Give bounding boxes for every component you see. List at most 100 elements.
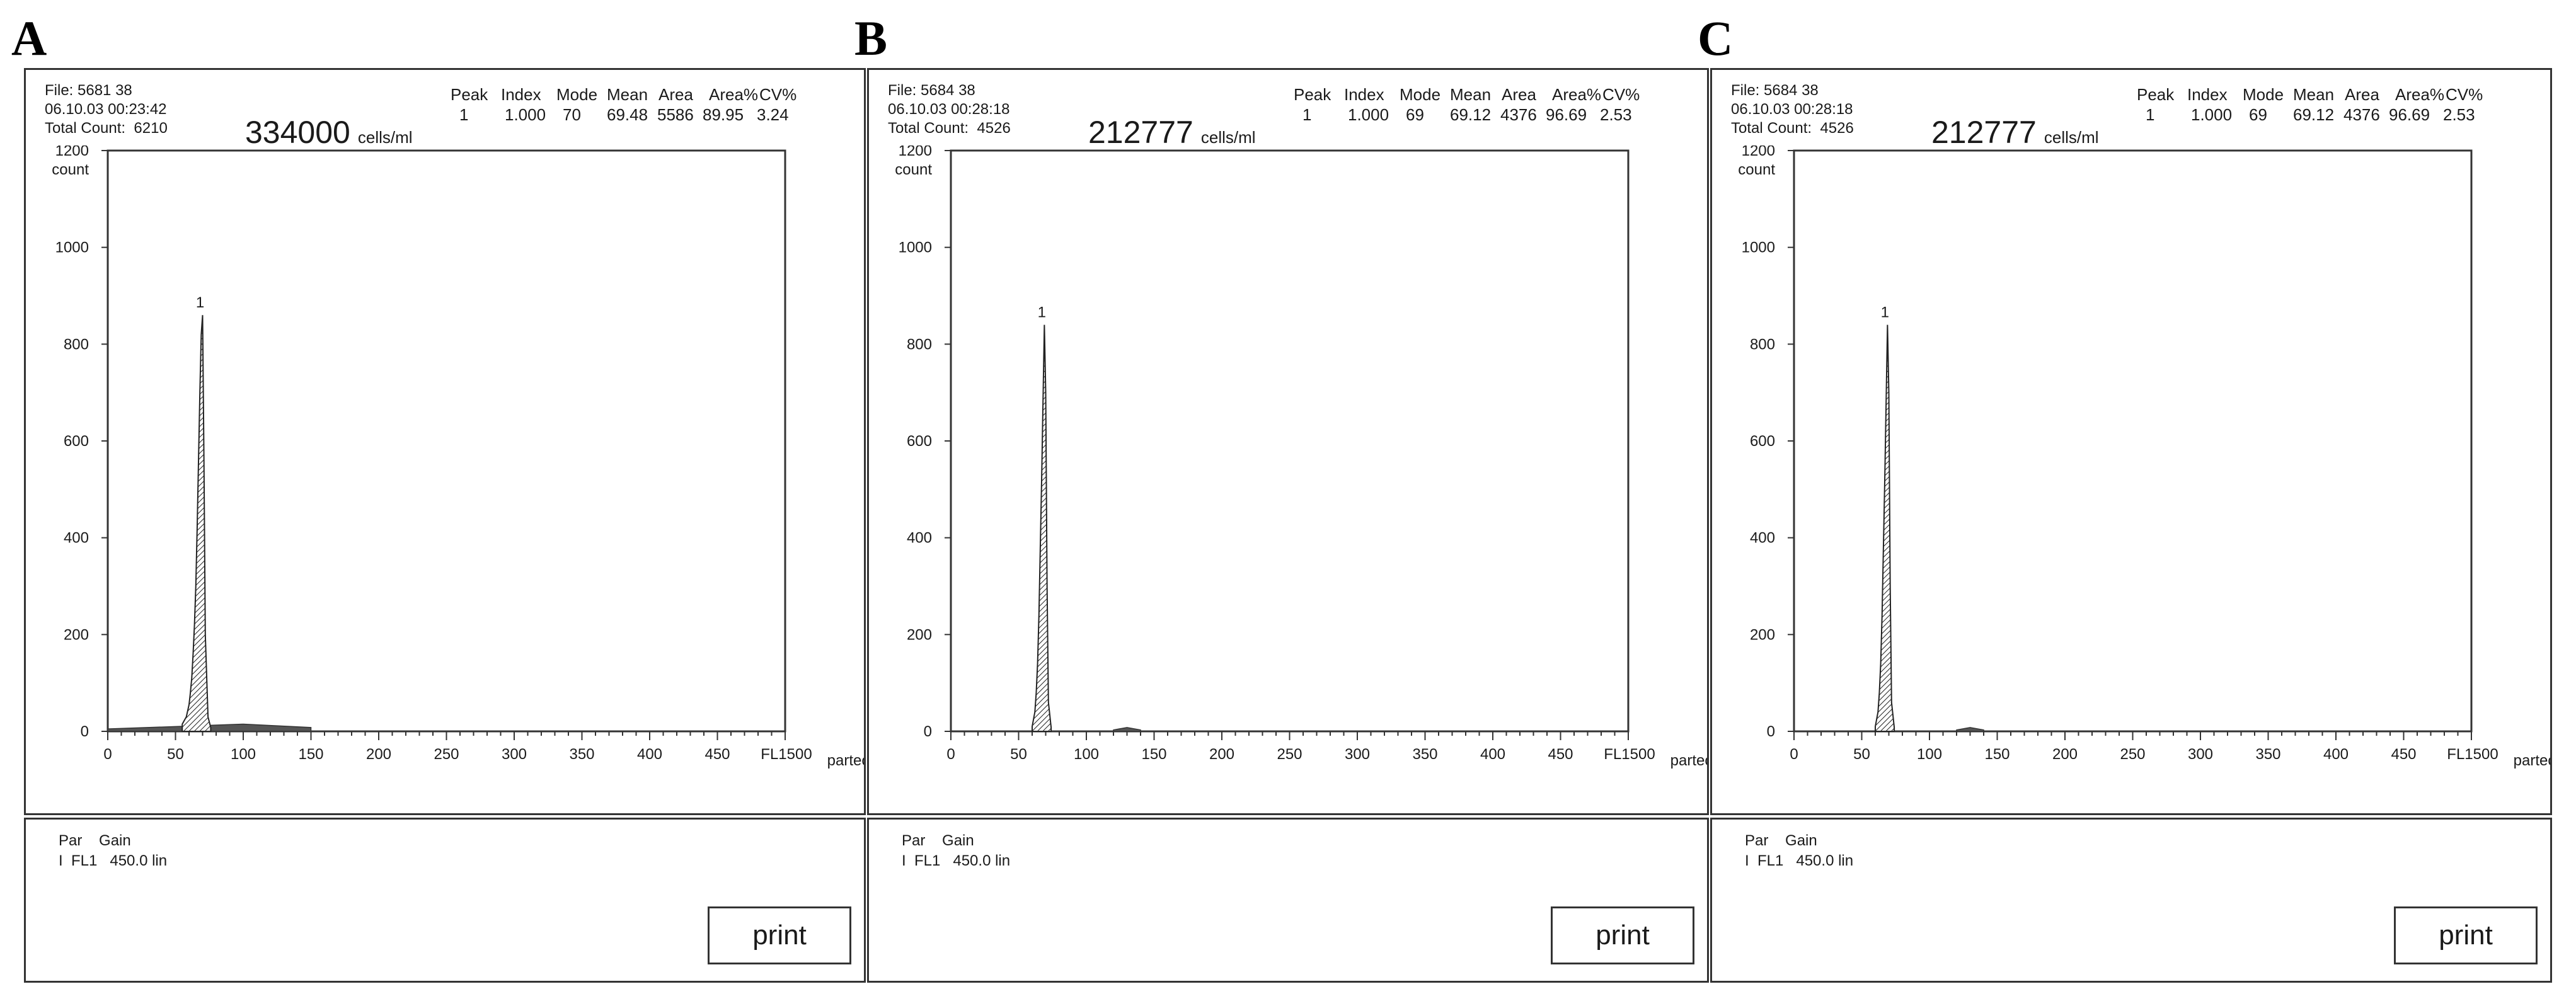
stats-header: Area bbox=[658, 85, 693, 104]
x-tick-label: 450 bbox=[704, 746, 730, 763]
stats-header: Mode bbox=[2243, 85, 2284, 104]
stats-header: Area% bbox=[709, 85, 759, 104]
panel-letter-a: A bbox=[11, 11, 47, 66]
file-name: File: 5684 38 bbox=[1731, 82, 1819, 99]
y-tick-label: 200 bbox=[1750, 626, 1775, 643]
peak-label: 1 bbox=[196, 294, 204, 311]
partec-brand-label: partec bbox=[2514, 752, 2550, 769]
total-count-row: Total Count: 4526 bbox=[888, 120, 1011, 137]
y-tick-label: 600 bbox=[64, 433, 89, 450]
y-tick-label: 800 bbox=[907, 336, 932, 353]
acquisition-datetime: 06.10.03 00:28:18 bbox=[888, 101, 1010, 118]
concentration-value: 212777 bbox=[1088, 115, 1193, 150]
y-tick-label: 0 bbox=[1767, 723, 1775, 740]
x-tick-label: 350 bbox=[2255, 746, 2280, 763]
stats-header: CV% bbox=[2446, 85, 2483, 104]
acquisition-datetime: 06.10.03 00:23:42 bbox=[45, 101, 167, 118]
x-tick-label: 300 bbox=[2188, 746, 2213, 763]
concentration-unit: cells/ml bbox=[2044, 128, 2099, 147]
x-tick-label: 250 bbox=[2120, 746, 2145, 763]
x-axis-end-label: FL1500 bbox=[2447, 746, 2498, 763]
stats-header: Area% bbox=[2395, 85, 2445, 104]
stats-value-row: 1 1.000 69 69.12 4376 96.69 2.53 bbox=[1294, 105, 1684, 124]
y-tick-label: 600 bbox=[1750, 433, 1775, 450]
file-name: File: 5684 38 bbox=[888, 82, 975, 99]
parameter-panel: Par Gain I FL1 450.0 lin print bbox=[24, 818, 866, 983]
baseline-debris bbox=[1113, 727, 1141, 732]
stats-header: Mode bbox=[556, 85, 598, 104]
print-button[interactable]: print bbox=[1551, 906, 1694, 964]
print-button[interactable]: print bbox=[708, 906, 851, 964]
x-tick-label: 0 bbox=[1790, 746, 1798, 763]
stats-header: Area bbox=[1502, 85, 1536, 104]
x-tick-label: 0 bbox=[946, 746, 955, 763]
stats-value: 1.000 bbox=[2191, 105, 2233, 124]
x-tick-label: 150 bbox=[1984, 746, 2010, 763]
file-name: File: 5681 38 bbox=[45, 82, 132, 99]
stats-value: 4376 bbox=[1500, 105, 1537, 124]
stats-value: 1 bbox=[2146, 105, 2155, 124]
x-tick-label: 350 bbox=[1412, 746, 1437, 763]
stats-header: Index bbox=[2187, 85, 2228, 104]
concentration: 334000 cells/ml bbox=[245, 114, 413, 151]
stats-header-row: Peak Index Mode Mean Area Area% CV% bbox=[1294, 85, 1684, 104]
x-tick-label: 250 bbox=[1277, 746, 1302, 763]
print-button[interactable]: print bbox=[2394, 906, 2538, 964]
histogram-plot: 0 200 400 600 800 1000 1200 count 0 50 100 150 200 25… bbox=[895, 146, 1707, 769]
panel-b: File: 5684 38 06.10.03 00:28:18 Total Co… bbox=[867, 68, 1711, 988]
concentration-unit: cells/ml bbox=[1200, 128, 1256, 147]
stats-header: Area bbox=[2345, 85, 2379, 104]
x-tick-label: 50 bbox=[1010, 746, 1027, 763]
parameter-panel: Par Gain I FL1 450.0 lin print bbox=[1710, 818, 2552, 983]
stats-value: 96.69 bbox=[1546, 105, 1587, 124]
histogram-plot: 0 200 400 600 800 1000 1200 count 0 50 100 150 200 25… bbox=[1738, 146, 2550, 769]
y-tick-label: 400 bbox=[64, 530, 89, 547]
x-axis-end-label: FL1500 bbox=[761, 746, 812, 763]
stats-value-row: 1 1.000 69 69.12 4376 96.69 2.53 bbox=[2137, 105, 2527, 124]
peak-label: 1 bbox=[1038, 304, 1046, 321]
y-tick-label: 1000 bbox=[899, 239, 932, 256]
stats-value: 1 bbox=[459, 105, 469, 124]
y-tick-label: 800 bbox=[64, 336, 89, 353]
stats-header: Peak bbox=[451, 85, 488, 104]
y-tick-label: 400 bbox=[1750, 530, 1775, 547]
stats-value: 69.48 bbox=[607, 105, 648, 124]
x-tick-label: 200 bbox=[1209, 746, 1234, 763]
total-count: 4526 bbox=[977, 120, 1011, 137]
parameter-gain-text: Par Gain I FL1 450.0 lin bbox=[59, 832, 168, 869]
stats-header: Peak bbox=[2137, 85, 2175, 104]
x-tick-label: 450 bbox=[1548, 746, 1573, 763]
stats-header: Mean bbox=[1450, 85, 1492, 104]
acquisition-datetime: 06.10.03 00:28:18 bbox=[1731, 101, 1853, 118]
x-tick-label: 400 bbox=[2323, 746, 2349, 763]
y-tick-label: 200 bbox=[907, 626, 932, 643]
file-info: File: 5684 38 06.10.03 00:28:18 Total Co… bbox=[888, 81, 1011, 138]
stats-header: Mode bbox=[1400, 85, 1441, 104]
total-count: 4526 bbox=[1820, 120, 1854, 137]
y-tick-label: 1200 bbox=[55, 146, 89, 159]
stats-header: CV% bbox=[1602, 85, 1640, 104]
y-tick-label: 1000 bbox=[55, 239, 89, 256]
histogram-peak bbox=[1875, 324, 1895, 732]
stats-value: 89.95 bbox=[703, 105, 744, 124]
y-tick-label: 0 bbox=[81, 723, 89, 740]
stats-header: Index bbox=[501, 85, 541, 104]
histogram-plot: 0 200 400 600 800 1000 1200 count 0 50 100 150 200 25… bbox=[52, 146, 864, 769]
stats-value: 69 bbox=[2249, 105, 2267, 124]
x-axis-end-label: FL1500 bbox=[1604, 746, 1655, 763]
histogram-peak bbox=[181, 315, 212, 732]
y-tick-label: 0 bbox=[924, 723, 932, 740]
y-tick-label: 200 bbox=[64, 626, 89, 643]
x-tick-label: 0 bbox=[103, 746, 112, 763]
x-tick-label: 50 bbox=[167, 746, 184, 763]
stats-value: 96.69 bbox=[2389, 105, 2430, 124]
x-tick-label: 450 bbox=[2391, 746, 2416, 763]
y-unit-label: count bbox=[1738, 161, 1775, 178]
parameter-gain-text: Par Gain I FL1 450.0 lin bbox=[1745, 832, 1854, 869]
stats-header: CV% bbox=[759, 85, 797, 104]
stats-value: 4376 bbox=[2343, 105, 2380, 124]
histogram-window: File: 5684 38 06.10.03 00:28:18 Total Co… bbox=[1710, 68, 2552, 815]
histogram-window: File: 5681 38 06.10.03 00:23:42 Total Co… bbox=[24, 68, 866, 815]
y-tick-label: 1200 bbox=[899, 146, 932, 159]
x-tick-label: 400 bbox=[637, 746, 662, 763]
